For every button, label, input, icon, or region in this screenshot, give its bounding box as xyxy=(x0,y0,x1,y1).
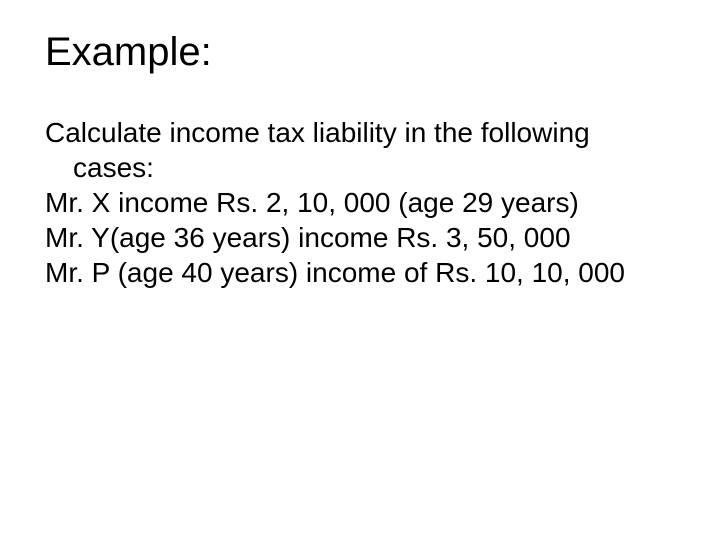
body-line-2: cases: xyxy=(45,150,675,185)
body-line-1: Calculate income tax liability in the fo… xyxy=(45,115,675,150)
slide-body: Calculate income tax liability in the fo… xyxy=(45,115,675,290)
body-line-4: Mr. Y(age 36 years) income Rs. 3, 50, 00… xyxy=(45,220,675,255)
body-line-3: Mr. X income Rs. 2, 10, 000 (age 29 year… xyxy=(45,185,675,220)
slide-title: Example: xyxy=(45,30,675,75)
body-line-5: Mr. P (age 40 years) income of Rs. 10, 1… xyxy=(45,255,675,290)
